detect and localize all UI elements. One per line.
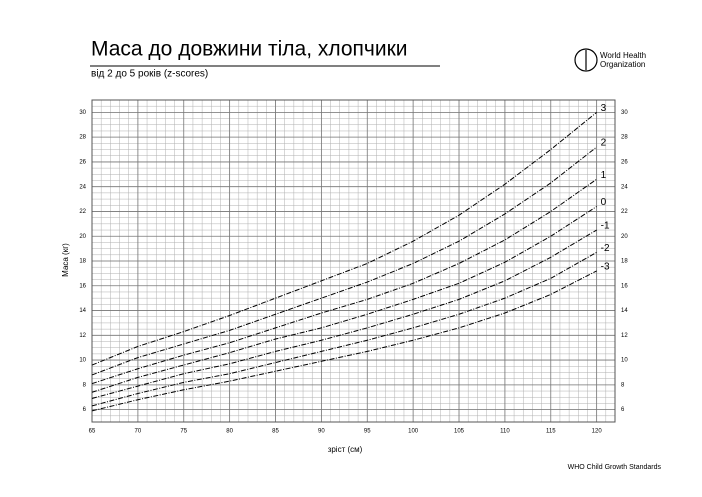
y2-tick-label: 14 [621,308,628,314]
z-score-line [91,111,597,366]
y-tick-label: 8 [83,382,87,388]
y2-tick-label: 28 [621,135,628,141]
x-tick-label: 70 [135,429,142,435]
plot-frame [91,99,616,423]
series-label: -1 [601,221,610,232]
y-axis-label: Маса (кг) [61,243,70,277]
chart-subtitle: від 2 до 5 років (z-scores) [91,69,208,80]
z-score-line [91,206,597,393]
x-tick-label: 65 [89,429,96,435]
y2-tick-label: 24 [621,184,628,190]
logo-text: World Health [600,51,646,60]
y-tick-label: 22 [79,209,86,215]
x-tick-label: 115 [546,429,556,435]
x-tick-label: 95 [364,429,371,435]
logo-emblem [574,48,598,72]
z-score-line [91,229,597,399]
y2-tick-label: 30 [621,110,628,116]
x-tick-label: 80 [226,429,233,435]
series-label: 0 [601,197,607,208]
x-tick-label: 75 [180,429,187,435]
series-label: -2 [601,243,610,254]
y-tick-label: 18 [79,259,86,265]
y2-tick-label: 22 [621,209,628,215]
x-tick-label: 105 [454,429,465,435]
logo: World Health Organization [574,48,646,72]
y-tick-label: 12 [79,333,86,339]
y-tick-label: 30 [79,110,86,116]
logo-text: Organization [600,60,645,69]
series-label: 3 [601,103,607,114]
y-tick-label: 14 [79,308,86,314]
y-tick-label: 6 [83,407,87,413]
x-tick-label: 85 [272,429,279,435]
y2-tick-label: 20 [621,234,628,240]
x-tick-label: 110 [500,429,510,435]
y-tick-label: 10 [79,358,86,364]
series-label: 2 [601,138,607,149]
y2-tick-label: 8 [621,382,625,388]
y-tick-label: 20 [79,234,86,240]
x-tick-label: 120 [592,429,603,435]
y2-tick-label: 10 [621,358,628,364]
y-tick-label: 28 [79,135,86,141]
z-score-line [91,178,597,385]
footer: WHO Child Growth Standards [568,464,662,471]
z-score-line [91,270,597,412]
y2-tick-label: 26 [621,160,628,166]
series-label: -3 [601,262,610,273]
y2-tick-label: 12 [621,333,628,339]
x-tick-label: 90 [318,429,325,435]
x-tick-label: 100 [408,429,419,435]
y-tick-label: 16 [79,283,86,289]
y-tick-label: 26 [79,160,86,166]
y2-tick-label: 6 [621,407,625,413]
chart-title: Маса до довжини тіла, хлопчики [91,38,408,61]
z-score-line [91,146,597,376]
series-label: 1 [601,170,607,181]
y-tick-label: 24 [79,184,86,190]
z-score-line [91,251,597,407]
y2-tick-label: 18 [621,259,628,265]
x-axis-label: зріст (см) [328,445,363,454]
y2-tick-label: 16 [621,283,628,289]
